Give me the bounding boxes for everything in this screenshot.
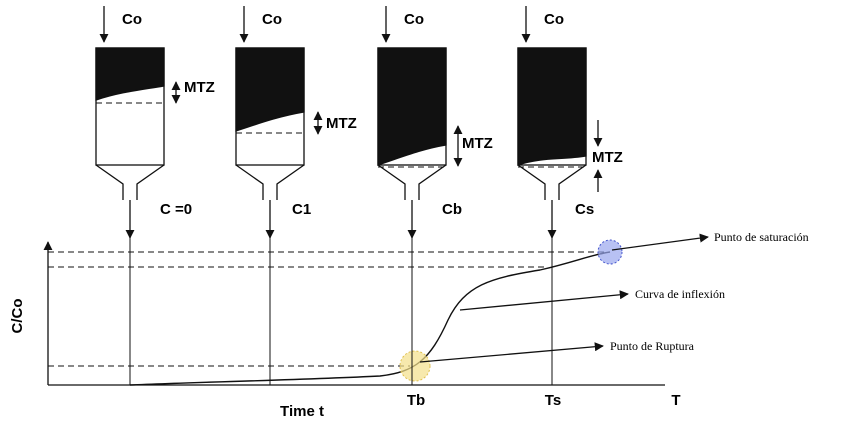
breakthrough-point xyxy=(400,351,430,381)
mtz-label: MTZ xyxy=(184,79,215,96)
x-axis-end-label: T xyxy=(671,392,680,409)
mtz-label: MTZ xyxy=(592,149,623,166)
column-cone xyxy=(559,165,586,200)
inflection-label: Curva de inflexión xyxy=(635,287,725,301)
column-cone xyxy=(378,165,405,200)
inlet-label: Co xyxy=(404,11,424,28)
outlet-label: Cs xyxy=(575,201,594,218)
y-axis-label: C/Co xyxy=(9,299,26,334)
inlet-label: Co xyxy=(122,11,142,28)
column-cone xyxy=(236,165,263,200)
column-cone xyxy=(137,165,164,200)
outlet-label: C =0 xyxy=(160,201,192,218)
column-cone xyxy=(96,165,123,200)
saturation-point xyxy=(598,240,622,264)
column-cone xyxy=(277,165,304,200)
inlet-label: Co xyxy=(544,11,564,28)
diagram: Punto de saturación Curva de inflexión P… xyxy=(0,0,843,422)
column-cone xyxy=(419,165,446,200)
mtz-label: MTZ xyxy=(326,115,357,132)
outlet-label: Cb xyxy=(442,201,462,218)
column-cone xyxy=(518,165,545,200)
adsorbent-saturated xyxy=(96,48,164,100)
breakthrough-label: Punto de Ruptura xyxy=(610,339,695,353)
breakthrough-arrow xyxy=(420,346,603,362)
mtz-label: MTZ xyxy=(462,135,493,152)
saturation-arrow xyxy=(612,237,708,250)
inflection-arrow xyxy=(460,294,628,310)
adsorbent-saturated xyxy=(236,48,304,131)
adsorbent-saturated xyxy=(518,48,586,165)
x-axis-label: Time t xyxy=(280,403,324,420)
tick-label: Ts xyxy=(545,392,561,409)
saturation-label: Punto de saturación xyxy=(714,230,809,244)
outlet-label: C1 xyxy=(292,201,311,218)
adsorbent-saturated xyxy=(378,48,446,165)
inlet-label: Co xyxy=(262,11,282,28)
tick-label: Tb xyxy=(407,392,425,409)
breakthrough-curve xyxy=(130,252,610,385)
